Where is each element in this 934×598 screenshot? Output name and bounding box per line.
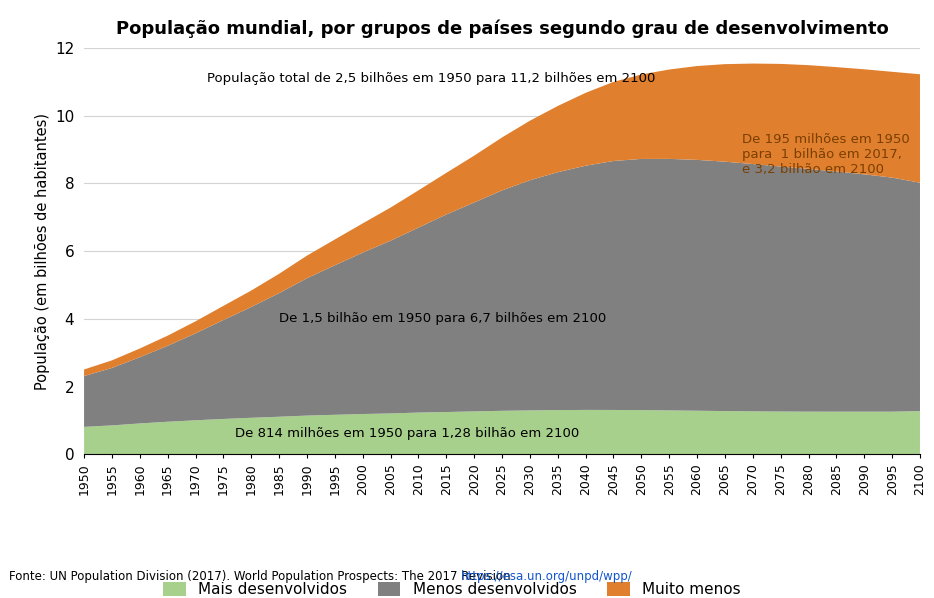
Text: Fonte: UN Population Division (2017). World Population Prospects: The 2017 Revis: Fonte: UN Population Division (2017). Wo… bbox=[9, 570, 515, 583]
Legend: Mais desenvolvidos, Menos desenvolvidos, Muito menos: Mais desenvolvidos, Menos desenvolvidos,… bbox=[157, 576, 747, 598]
Text: População total de 2,5 bilhões em 1950 para 11,2 bilhões em 2100: População total de 2,5 bilhões em 1950 p… bbox=[206, 72, 655, 84]
Text: https://esa.un.org/unpd/wpp/: https://esa.un.org/unpd/wpp/ bbox=[460, 570, 632, 583]
Title: População mundial, por grupos de países segundo grau de desenvolvimento: População mundial, por grupos de países … bbox=[116, 20, 888, 38]
Text: De 814 milhões em 1950 para 1,28 bilhão em 2100: De 814 milhões em 1950 para 1,28 bilhão … bbox=[234, 427, 579, 440]
Y-axis label: População (em bilhões de habitantes): População (em bilhões de habitantes) bbox=[35, 112, 50, 390]
Text: De 1,5 bilhão em 1950 para 6,7 bilhões em 2100: De 1,5 bilhão em 1950 para 6,7 bilhões e… bbox=[279, 312, 606, 325]
Text: De 195 milhões em 1950
para  1 bilhão em 2017,
e 3,2 bilhão em 2100: De 195 milhões em 1950 para 1 bilhão em … bbox=[742, 133, 910, 176]
